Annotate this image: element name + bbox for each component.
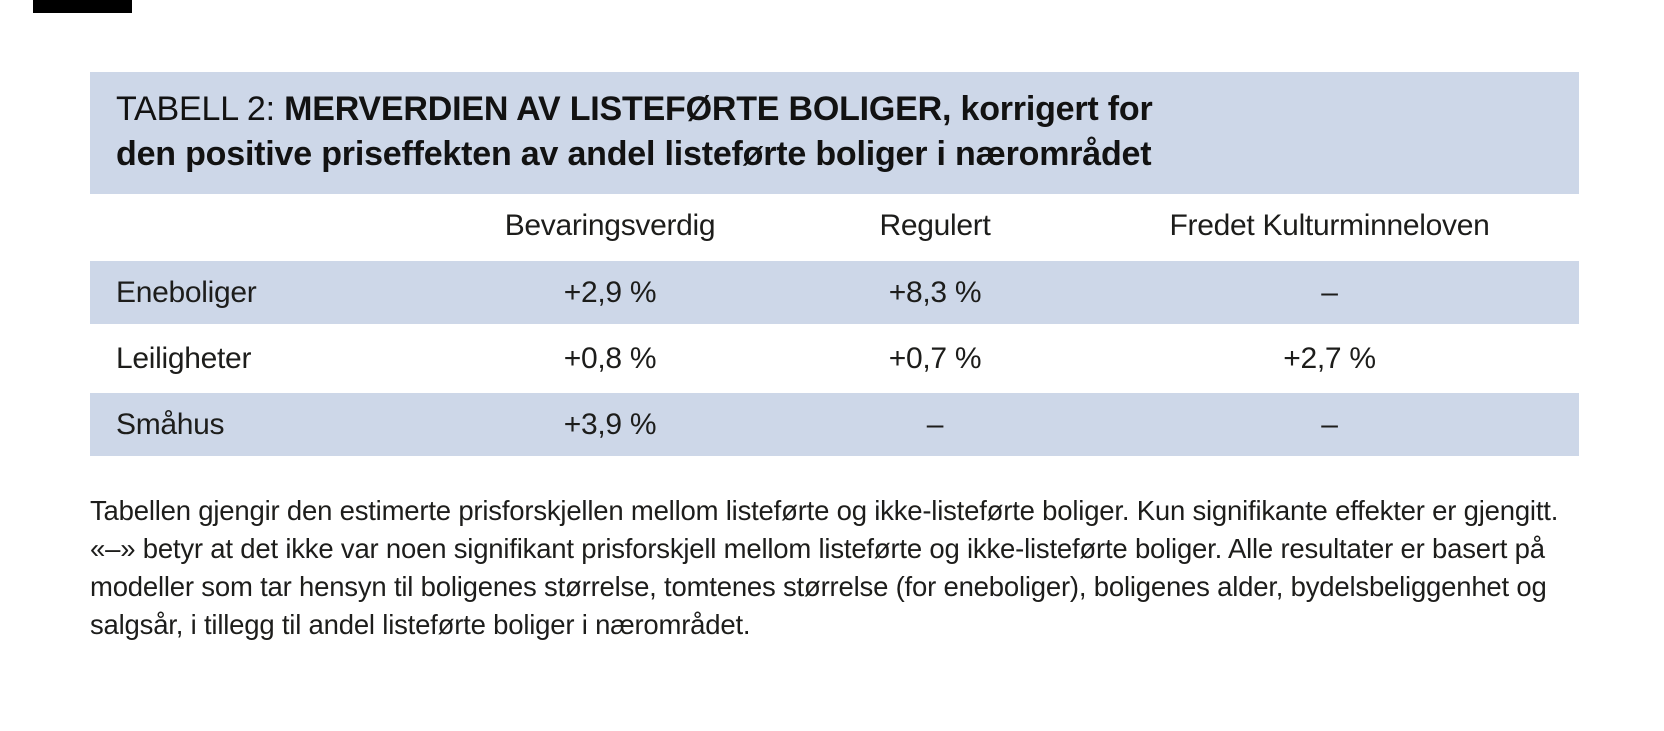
table-title: TABELL 2: MERVERDIEN AV LISTEFØRTE BOLIG… [90, 72, 1579, 194]
cell-smaahus-fredet: – [1080, 390, 1579, 456]
tabell-2-figure: TABELL 2: MERVERDIEN AV LISTEFØRTE BOLIG… [90, 72, 1579, 644]
row-label-eneboliger: Eneboliger [90, 258, 430, 326]
results-table: Bevaringsverdig Regulert Fredet Kulturmi… [90, 194, 1579, 456]
table-row-leiligheter: Leiligheter +0,8 % +0,7 % +2,7 % [90, 324, 1579, 392]
column-header-bevaringsverdig: Bevaringsverdig [430, 194, 790, 260]
table-title-line2: den positive priseffekten av andel liste… [116, 135, 1152, 173]
cell-eneboliger-regulert: +8,3 % [790, 258, 1080, 326]
table-row-smaahus: Småhus +3,9 % – – [90, 390, 1579, 456]
column-header-empty [90, 194, 430, 260]
column-header-fredet-kulturminneloven: Fredet Kulturminneloven [1080, 194, 1579, 260]
top-left-crop-bar [33, 0, 132, 13]
table-title-line1: MERVERDIEN AV LISTEFØRTE BOLIGER, korrig… [284, 90, 1153, 128]
cell-leiligheter-bevaringsverdig: +0,8 % [430, 324, 790, 392]
column-header-regulert: Regulert [790, 194, 1080, 260]
cell-smaahus-bevaringsverdig: +3,9 % [430, 390, 790, 456]
cell-eneboliger-fredet: – [1080, 258, 1579, 326]
row-label-smaahus: Småhus [90, 390, 430, 456]
column-header-row: Bevaringsverdig Regulert Fredet Kulturmi… [90, 194, 1579, 260]
table-title-prefix: TABELL 2: [116, 90, 285, 128]
row-label-leiligheter: Leiligheter [90, 324, 430, 392]
cell-leiligheter-fredet: +2,7 % [1080, 324, 1579, 392]
cell-leiligheter-regulert: +0,7 % [790, 324, 1080, 392]
cell-smaahus-regulert: – [790, 390, 1080, 456]
cell-eneboliger-bevaringsverdig: +2,9 % [430, 258, 790, 326]
table-row-eneboliger: Eneboliger +2,9 % +8,3 % – [90, 258, 1579, 326]
table-footnote: Tabellen gjengir den estimerte prisforsk… [90, 495, 1559, 640]
